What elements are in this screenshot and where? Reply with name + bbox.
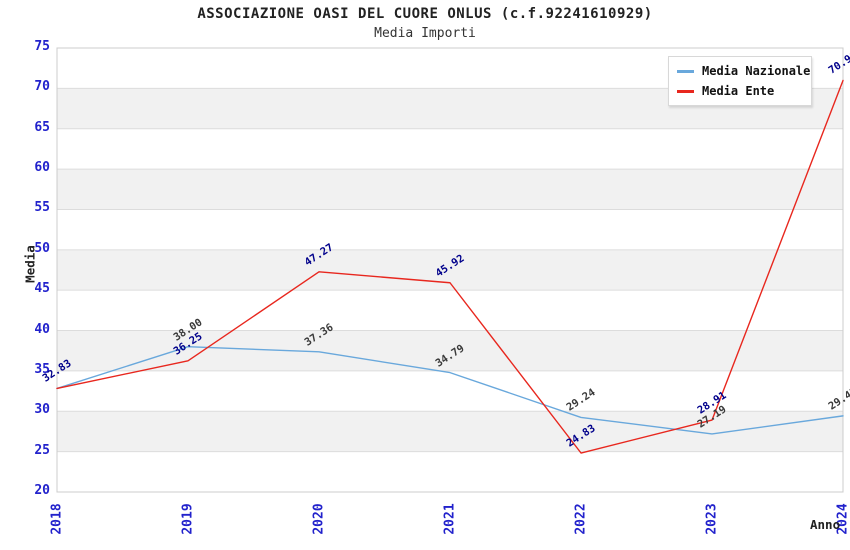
legend-item-media-ente: Media Ente [677, 84, 803, 98]
media-nazionale-line-swatch-icon [677, 69, 694, 73]
media-ente-line-swatch-icon [677, 89, 694, 93]
legend-label-media-nazionale: Media Nazionale [702, 64, 811, 78]
band-stripe [57, 330, 843, 371]
chart-title: ASSOCIAZIONE OASI DEL CUORE ONLUS (c.f.9… [197, 6, 653, 22]
legend: Media Nazionale Media Ente [668, 56, 812, 106]
series-line-media-ente [56, 79, 844, 454]
plot-border [56, 47, 844, 493]
chart-subtitle: Media Importi [374, 26, 476, 41]
series-line-media-nazionale [56, 345, 844, 435]
band-stripe [57, 411, 843, 452]
band-stripe [57, 169, 843, 210]
legend-item-media-nazionale: Media Nazionale [677, 64, 810, 78]
legend-label-media-ente: Media Ente [702, 84, 775, 98]
band-stripe [57, 249, 843, 291]
